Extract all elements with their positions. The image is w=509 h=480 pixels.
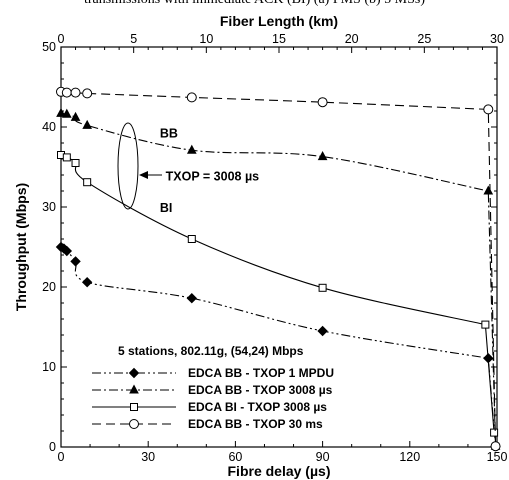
data-point — [186, 292, 198, 304]
x-tick-label: 150 — [487, 450, 508, 464]
data-point — [317, 97, 328, 108]
data-point — [187, 235, 196, 243]
figure-caption-fragment: transmissions with immediate ACK (BI) (a… — [0, 0, 509, 8]
data-point — [481, 320, 490, 329]
annotation-layer: BB BI TXOP = 3008 µs — [160, 126, 259, 214]
legend-title: 5 stations, 802.11g, (54,24) Mbps — [118, 344, 304, 358]
data-point — [186, 92, 197, 103]
data-point — [81, 276, 93, 288]
legend-label: EDCA BB - TXOP 3008 µs — [188, 383, 333, 397]
data-point — [71, 159, 80, 167]
legend-entry: EDCA BB - TXOP 30 ms — [92, 417, 323, 431]
x-tick-label: 90 — [316, 450, 330, 464]
y-axis-title: Throughput (Mbps) — [13, 183, 29, 311]
y-tick-label: 50 — [42, 40, 56, 54]
annotation-arrow-head — [139, 171, 148, 179]
legend-marker — [129, 384, 139, 394]
x-axis-bottom: 0 30 60 90 120 150 — [58, 441, 508, 464]
series-2 — [57, 151, 499, 437]
y-tick-label: 0 — [49, 440, 56, 454]
series-layer — [55, 86, 501, 452]
top-tick-label: 10 — [199, 32, 213, 46]
data-point — [61, 108, 72, 118]
x-tick-label: 30 — [141, 450, 155, 464]
x-axis-title: Fibre delay (µs) — [228, 463, 331, 479]
top-tick-label: 20 — [345, 32, 359, 46]
x-axis-top: 0 5 10 15 20 25 30 — [58, 32, 504, 53]
annotation-label: BI — [160, 201, 173, 215]
data-point — [56, 107, 66, 117]
data-point — [61, 87, 72, 98]
x-tick-label: 60 — [228, 450, 242, 464]
legend-entries: EDCA BB - TXOP 1 MPDU EDCA BB - TXOP 3008… — [92, 366, 334, 431]
legend-marker — [128, 367, 140, 379]
legend-label: EDCA BI - TXOP 3008 µs — [188, 400, 327, 414]
y-axis: 0 10 20 30 40 50 — [42, 40, 497, 454]
legend-marker — [130, 403, 138, 411]
top-tick-label: 0 — [58, 32, 65, 46]
data-point — [70, 256, 81, 267]
legend-entry: EDCA BI - TXOP 3008 µs — [92, 400, 327, 414]
legend: 5 stations, 802.11g, (54,24) Mbps EDCA B… — [92, 344, 334, 431]
annotation-label: BB — [160, 126, 178, 140]
data-point — [62, 153, 71, 162]
data-point — [82, 119, 92, 129]
series-1 — [56, 107, 501, 450]
data-point — [318, 283, 327, 292]
top-tick-label: 25 — [417, 32, 431, 46]
data-point — [186, 144, 197, 154]
txop-group-ellipse — [117, 122, 139, 210]
data-point — [317, 325, 328, 337]
legend-label: EDCA BB - TXOP 1 MPDU — [188, 366, 334, 380]
y-tick-label: 10 — [42, 360, 56, 374]
data-point — [490, 428, 499, 437]
data-point — [483, 104, 494, 115]
data-point — [61, 245, 73, 257]
data-point — [83, 178, 92, 187]
data-point — [70, 87, 81, 98]
y-tick-label: 30 — [42, 200, 56, 214]
data-point — [490, 441, 501, 452]
data-point — [317, 151, 328, 161]
data-point — [70, 111, 81, 121]
top-tick-label: 15 — [272, 32, 286, 46]
legend-label: EDCA BB - TXOP 30 ms — [188, 417, 323, 431]
legend-entry: EDCA BB - TXOP 1 MPDU — [92, 366, 334, 380]
data-point — [82, 88, 93, 99]
data-point — [483, 185, 494, 195]
y-tick-label: 40 — [42, 120, 56, 134]
top-tick-label: 5 — [130, 32, 137, 46]
top-axis-title: Fiber Length (km) — [220, 13, 338, 29]
series-3 — [56, 86, 501, 452]
legend-marker — [129, 419, 139, 429]
annotation-label: TXOP = 3008 µs — [166, 170, 260, 184]
x-tick-label: 0 — [58, 450, 65, 464]
legend-entry: EDCA BB - TXOP 3008 µs — [92, 383, 333, 397]
y-tick-label: 20 — [42, 280, 56, 294]
top-tick-label: 30 — [490, 32, 504, 46]
x-tick-label: 120 — [399, 450, 420, 464]
